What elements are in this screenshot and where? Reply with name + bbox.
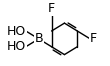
- Text: F: F: [90, 32, 97, 45]
- Text: B: B: [34, 32, 43, 45]
- Text: F: F: [48, 2, 55, 15]
- Text: HO: HO: [7, 40, 26, 53]
- Text: HO: HO: [7, 24, 26, 37]
